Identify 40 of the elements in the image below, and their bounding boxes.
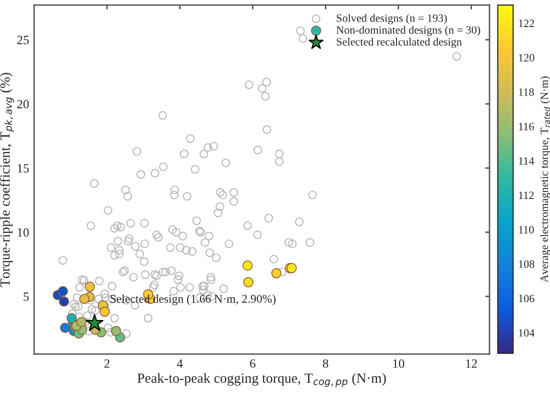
point bbox=[58, 296, 70, 307]
y-tick-label: 25 bbox=[17, 36, 29, 44]
color-bar-label: 108 bbox=[518, 260, 534, 268]
point bbox=[79, 294, 90, 304]
point bbox=[243, 277, 254, 288]
legend-label: Selected recalculated design bbox=[336, 38, 462, 48]
color-bar-label: 120 bbox=[518, 54, 534, 62]
y-tick-label: 20 bbox=[17, 100, 29, 108]
point bbox=[58, 286, 68, 296]
color-bar-label: 122 bbox=[518, 20, 534, 28]
point bbox=[86, 314, 104, 331]
color-bar-label: 114 bbox=[518, 157, 534, 165]
x-tick-label: 12 bbox=[466, 359, 477, 368]
legend-label: Solved designs (n = 193) bbox=[336, 14, 447, 24]
color-bar-label: 110 bbox=[518, 226, 534, 234]
color-bar-label: 106 bbox=[518, 294, 534, 302]
color-bar-label: 112 bbox=[518, 192, 534, 199]
point bbox=[84, 282, 95, 292]
point bbox=[60, 322, 70, 333]
y-tick-label: 10 bbox=[18, 228, 29, 237]
point bbox=[271, 268, 282, 278]
color-bar-title: Average electromagnetic torque, T$_{rated}$ (N·m) bbox=[540, 76, 550, 282]
x-tick-label: 6 bbox=[250, 359, 256, 368]
color-bar-label: 116 bbox=[518, 122, 534, 130]
x-axis-title: Peak-to-peak cogging torque, T$_{cog,pp}$ (N·m) bbox=[137, 373, 386, 388]
x-tick-label: 4 bbox=[176, 359, 183, 368]
y-tick-label: 5 bbox=[24, 292, 29, 301]
point bbox=[100, 306, 110, 317]
point bbox=[66, 313, 77, 324]
x-tick-label: 8 bbox=[322, 359, 328, 368]
y-axis-title: Torque-ripple coefficient, T$_{pk,avg}$ (%) bbox=[0, 72, 14, 287]
x-tick-label: 2 bbox=[104, 359, 110, 368]
color-bar-label: 118 bbox=[518, 88, 534, 96]
y-tick-label: 15 bbox=[18, 164, 29, 173]
x-tick-label: 10 bbox=[393, 359, 404, 368]
point bbox=[76, 316, 87, 328]
point bbox=[242, 260, 253, 271]
point bbox=[110, 326, 122, 336]
color-bar-label: 104 bbox=[518, 329, 535, 337]
legend-label: Non-dominated designs (n = 30) bbox=[336, 26, 480, 36]
